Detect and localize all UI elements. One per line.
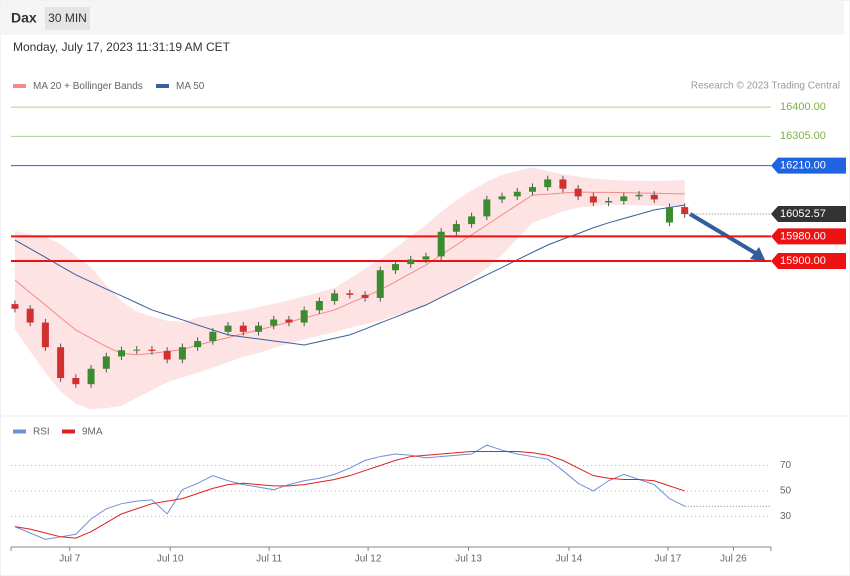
candle-body — [163, 350, 171, 360]
candle-body — [650, 194, 658, 200]
y-tick-label: 30 — [780, 511, 792, 522]
candle-body — [72, 377, 80, 385]
candle-body — [452, 224, 460, 232]
candle-body — [498, 196, 506, 200]
candle-body — [300, 310, 308, 323]
candle-body — [224, 325, 232, 332]
candle-body — [483, 199, 491, 217]
price-label: 16305.00 — [780, 130, 826, 142]
candle-body — [194, 341, 202, 348]
price-tag — [771, 228, 846, 245]
candle-body — [26, 308, 34, 323]
candle-body — [148, 349, 156, 351]
instrument: Dax — [11, 10, 37, 26]
candle-body — [254, 325, 262, 332]
candle-body — [133, 349, 141, 351]
x-tick-label: Jul 17 — [655, 554, 682, 565]
candle-body — [11, 304, 19, 309]
price-tag — [771, 253, 846, 270]
candle-body — [178, 347, 186, 360]
legend-swatch — [13, 84, 26, 88]
candle-body — [102, 356, 110, 369]
timestamp: Monday, July 17, 2023 11:31:19 AM CET — [13, 40, 231, 54]
price-label: 16210.00 — [780, 159, 826, 171]
legend-swatch — [62, 429, 75, 434]
x-tick-label: Jul 12 — [355, 554, 382, 565]
candle-body — [361, 294, 369, 298]
credit: Research © 2023 Trading Central — [691, 81, 840, 92]
indicator-line — [14, 450, 685, 539]
candle-body — [391, 264, 399, 271]
candle-body — [407, 259, 415, 265]
candle-body — [422, 256, 430, 260]
interval[interactable]: 30 MIN — [48, 11, 87, 25]
header-bar — [1, 1, 844, 35]
candle-body — [528, 187, 536, 192]
candle-body — [665, 207, 673, 223]
legend-label: 9MA — [82, 427, 103, 438]
forecast-arrow — [688, 212, 759, 256]
candle-body — [574, 188, 582, 197]
forecast-arrowhead — [750, 247, 766, 262]
x-tick-label: Jul 14 — [556, 554, 583, 565]
candle-body — [315, 301, 323, 311]
candle-body — [620, 196, 628, 201]
price-label: 15900.00 — [780, 255, 826, 267]
y-tick-label: 50 — [780, 486, 792, 497]
x-tick-label: Jul 7 — [59, 554, 81, 565]
price-tag — [771, 206, 846, 223]
candle-body — [87, 368, 95, 385]
price-label: 15980.00 — [780, 230, 826, 242]
candle-body — [239, 325, 247, 332]
candle-body — [589, 196, 597, 203]
candle-body — [635, 194, 643, 197]
x-tick-label: Jul 10 — [157, 554, 184, 565]
candle-body — [270, 319, 278, 326]
candle-body — [41, 322, 49, 348]
indicator-line — [14, 444, 685, 540]
candle-body — [605, 200, 613, 203]
candle-body — [57, 347, 65, 378]
candle-body — [376, 270, 384, 298]
candle-body — [437, 231, 445, 257]
candle-body — [559, 179, 567, 189]
legend-swatch — [156, 84, 169, 88]
candle-body — [209, 331, 217, 342]
candle-body — [468, 216, 476, 225]
candle-body — [544, 179, 552, 188]
candle-body — [331, 293, 339, 302]
candle-body — [513, 191, 521, 197]
price-tag — [771, 157, 846, 174]
candle-body — [285, 319, 293, 323]
x-tick-label: Jul 11 — [256, 554, 282, 565]
moving-average — [14, 191, 685, 356]
legend-label: RSI — [33, 427, 50, 438]
x-tick-label: Jul 13 — [455, 554, 482, 565]
x-tick-label: Jul 26 — [720, 554, 747, 565]
price-label: 16052.57 — [780, 208, 826, 220]
candle-body — [346, 293, 354, 295]
legend-label: MA 20 + Bollinger Bands — [33, 81, 143, 92]
y-tick-label: 70 — [780, 460, 792, 471]
candle-body — [681, 207, 689, 215]
price-label: 16400.00 — [780, 101, 826, 113]
legend-label: MA 50 — [176, 81, 205, 92]
interval-button[interactable] — [45, 7, 90, 30]
legend-swatch — [13, 429, 26, 434]
candle-body — [118, 350, 126, 357]
